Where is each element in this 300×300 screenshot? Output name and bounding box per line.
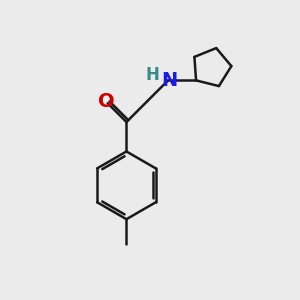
Text: H: H	[146, 66, 160, 84]
Text: N: N	[161, 71, 178, 90]
Text: O: O	[98, 92, 115, 111]
